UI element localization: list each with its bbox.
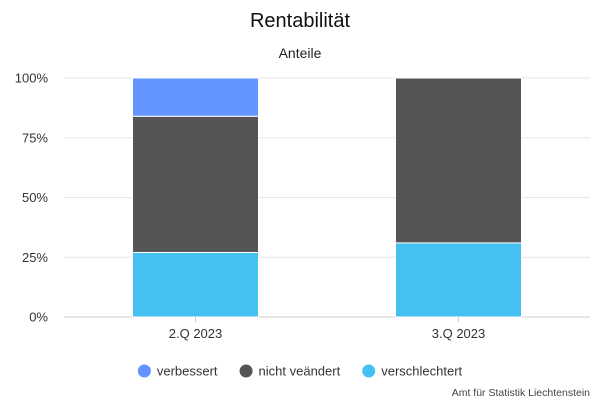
legend-label: verbessert xyxy=(157,364,218,379)
bar-segment[interactable] xyxy=(395,77,522,244)
y-tick-label: 50% xyxy=(22,190,48,205)
credit: Amt für Statistik Liechtenstein xyxy=(452,387,590,399)
legend-label: nicht veändert xyxy=(259,364,341,379)
legend: verbessert nicht veändert verschlechtert xyxy=(137,364,463,379)
legend-item[interactable]: verschlechtert xyxy=(362,364,463,379)
x-tick-label: 2.Q 2023 xyxy=(169,326,223,341)
bars xyxy=(132,77,522,318)
legend-item[interactable]: nicht veändert xyxy=(239,364,341,379)
legend-marker xyxy=(362,364,376,378)
y-tick-label: 25% xyxy=(22,250,48,265)
y-tick-label: 75% xyxy=(22,130,48,145)
chart-title: Rentabilität xyxy=(250,10,351,32)
y-tick-label: 0% xyxy=(29,310,48,325)
bar-segment[interactable] xyxy=(132,251,259,318)
x-axis-ticks: 2.Q 2023 3.Q 2023 xyxy=(169,317,486,341)
bar-segment[interactable] xyxy=(132,77,259,117)
bar-segment[interactable] xyxy=(132,115,259,253)
legend-marker xyxy=(239,364,253,378)
bar-segment[interactable] xyxy=(395,242,522,318)
y-tick-label: 100% xyxy=(15,71,49,86)
chart-subtitle: Anteile xyxy=(279,45,322,61)
y-axis-ticks: 0% 25% 50% 75% 100% xyxy=(15,71,49,325)
legend-marker xyxy=(137,364,151,378)
legend-item[interactable]: verbessert xyxy=(137,364,218,379)
x-tick-label: 3.Q 2023 xyxy=(432,326,486,341)
legend-label: verschlechtert xyxy=(381,364,462,379)
